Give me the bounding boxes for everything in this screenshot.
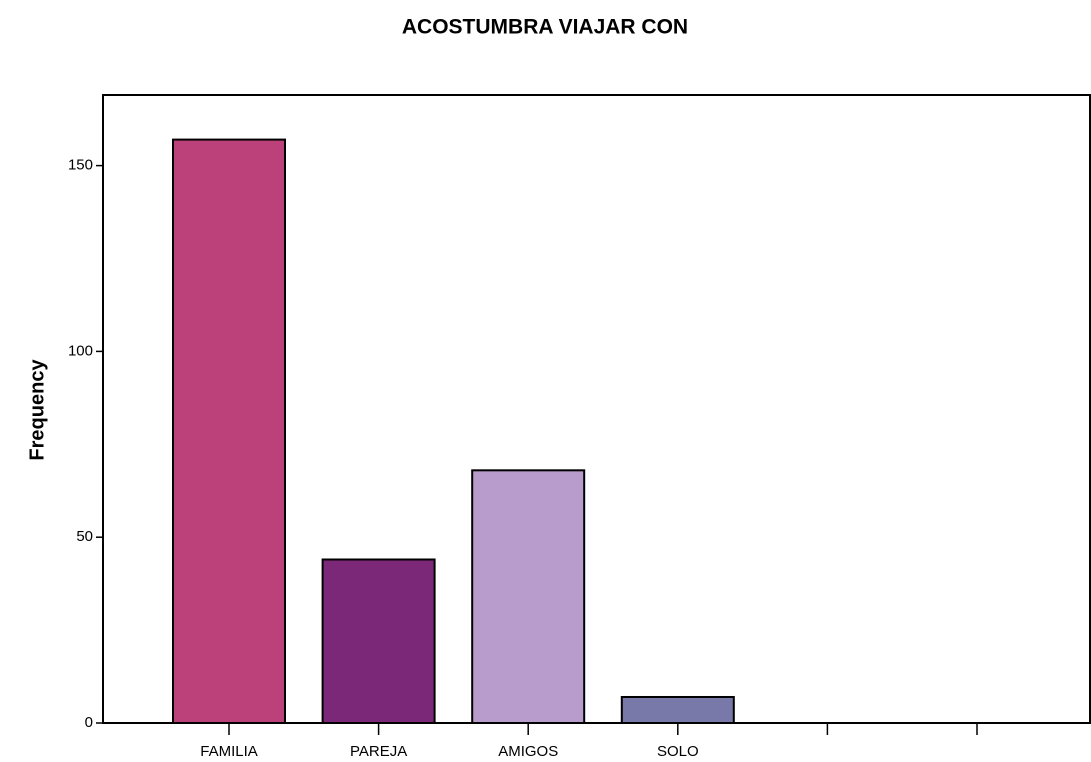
bar bbox=[471, 469, 586, 724]
bar bbox=[620, 695, 735, 724]
chart-title: ACOSTUMBRA VIAJAR CON bbox=[402, 16, 688, 39]
x-tick-label: PAREJA bbox=[350, 743, 407, 760]
y-tick-label: 100 bbox=[68, 342, 93, 359]
y-tick-label: 150 bbox=[68, 157, 93, 174]
x-tick-label: FAMILIA bbox=[200, 743, 258, 760]
y-tick-label: 0 bbox=[85, 714, 93, 731]
x-tick-label: AMIGOS bbox=[498, 743, 558, 760]
y-tick-label: 50 bbox=[76, 528, 93, 545]
plot-frame bbox=[102, 94, 1091, 724]
y-axis-label: Frequency bbox=[26, 359, 48, 461]
bar bbox=[172, 138, 286, 724]
bar bbox=[321, 558, 436, 725]
x-tick-label: SOLO bbox=[657, 743, 699, 760]
